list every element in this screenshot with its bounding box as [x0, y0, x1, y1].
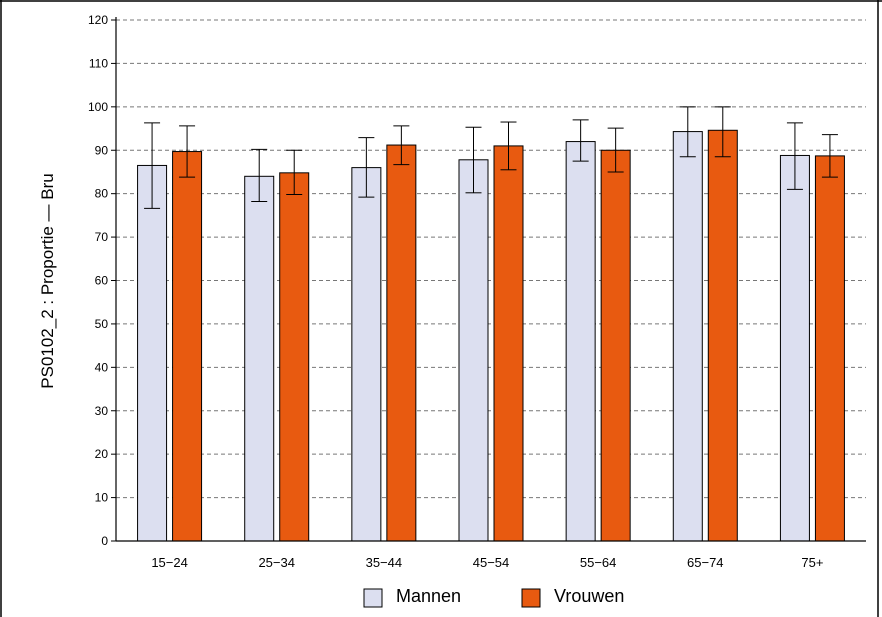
y-tick-label: 110 [89, 56, 108, 70]
bar-vrouwen [386, 144, 417, 542]
x-tick-label: 75+ [801, 555, 823, 570]
x-tick-label: 35−44 [366, 555, 403, 570]
y-tick-label: 0 [101, 534, 108, 548]
error-bars [144, 106, 838, 209]
y-tick-label: 10 [95, 491, 109, 505]
bar-vrouwen [600, 149, 631, 542]
bar-mannen [565, 141, 596, 542]
legend-label: Vrouwen [554, 586, 624, 606]
y-axis-ticks: 0 10 20 30 40 50 60 70 80 90 100 110 120 [88, 13, 116, 548]
y-tick-label: 70 [95, 230, 109, 244]
bar-mannen [137, 164, 168, 542]
bar-mannen [672, 131, 703, 542]
y-tick-label: 40 [95, 360, 109, 374]
x-tick-label: 15−24 [151, 555, 188, 570]
axes [115, 17, 866, 542]
y-tick-label: 80 [95, 187, 109, 201]
bar-vrouwen [493, 145, 524, 542]
y-tick-label: 30 [95, 404, 109, 418]
x-tick-label: 65−74 [687, 555, 724, 570]
legend-swatch [521, 588, 541, 608]
legend-swatch [363, 588, 383, 608]
y-tick-label: 50 [95, 317, 109, 331]
x-tick-label: 55−64 [580, 555, 617, 570]
bar-vrouwen [279, 172, 310, 542]
y-tick-label: 90 [95, 143, 109, 157]
gridlines [116, 19, 866, 499]
bar-vrouwen [172, 151, 203, 542]
bar-vrouwen [814, 155, 845, 542]
y-tick-label: 100 [88, 100, 108, 114]
x-tick-label: 45−54 [473, 555, 510, 570]
bar-mannen [244, 175, 275, 542]
y-axis-title: PS0102_2 : Proportie — Bru [38, 173, 57, 388]
legend: Mannen Vrouwen [363, 586, 624, 608]
x-tick-label: 25−34 [258, 555, 295, 570]
y-tick-label: 60 [95, 274, 109, 288]
y-tick-label: 120 [88, 13, 108, 27]
bar-vrouwen [707, 129, 738, 542]
x-axis-ticks: 15−24 25−34 35−44 45−54 55−64 65−74 75+ [151, 555, 823, 570]
bar-mannen [779, 154, 810, 542]
legend-label: Mannen [396, 586, 461, 606]
bar-mannen [351, 167, 382, 542]
y-tick-label: 20 [95, 447, 109, 461]
bar-mannen [458, 159, 489, 542]
bars [137, 129, 845, 542]
